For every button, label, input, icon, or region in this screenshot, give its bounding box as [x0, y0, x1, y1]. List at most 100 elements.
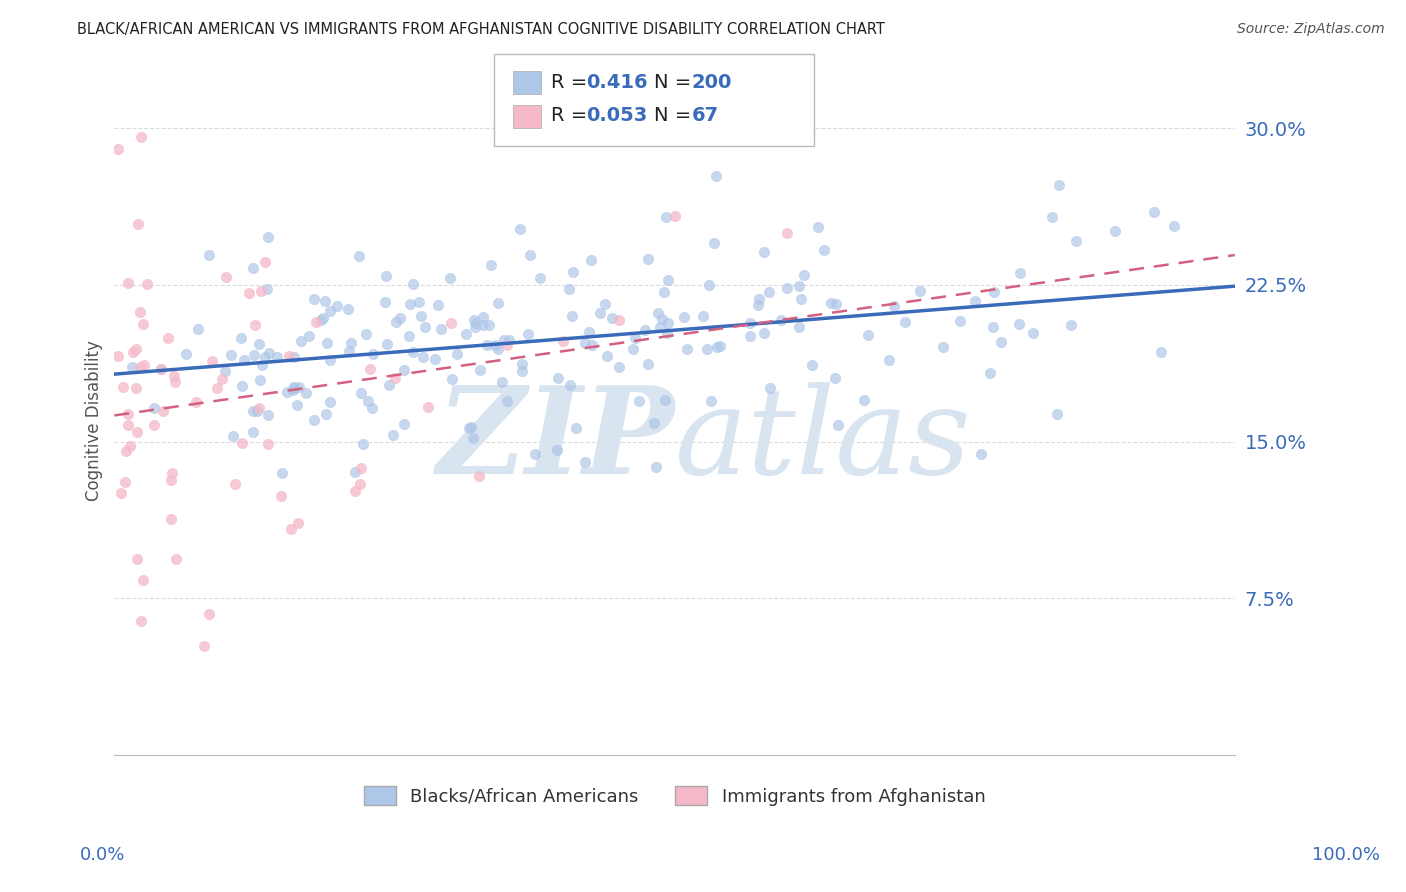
- Point: [288, 379, 311, 393]
- Point: [477, 318, 499, 332]
- Point: [647, 306, 669, 320]
- Point: [382, 427, 405, 442]
- Point: [607, 359, 630, 374]
- Point: [339, 344, 361, 359]
- Point: [441, 371, 464, 385]
- Point: [1010, 266, 1032, 280]
- Point: [790, 292, 813, 306]
- Point: [581, 253, 603, 268]
- Point: [375, 269, 398, 284]
- Point: [588, 306, 610, 320]
- Point: [472, 310, 495, 325]
- Point: [283, 381, 305, 395]
- Point: [562, 265, 585, 279]
- Point: [129, 614, 152, 628]
- Point: [413, 320, 436, 334]
- Point: [648, 320, 671, 334]
- Point: [205, 381, 228, 395]
- Point: [285, 398, 308, 412]
- Point: [110, 486, 132, 500]
- Point: [1150, 344, 1173, 359]
- Point: [374, 295, 396, 310]
- Point: [304, 413, 326, 427]
- Point: [253, 350, 276, 364]
- Point: [290, 334, 312, 348]
- Point: [1059, 318, 1081, 332]
- Point: [776, 280, 799, 294]
- Point: [377, 378, 399, 392]
- Point: [174, 347, 197, 361]
- Point: [697, 278, 720, 293]
- Point: [565, 421, 588, 435]
- Point: [316, 336, 339, 351]
- Point: [561, 309, 583, 323]
- Point: [595, 297, 617, 311]
- Point: [1022, 326, 1045, 340]
- Point: [596, 349, 619, 363]
- Text: ZIP: ZIP: [436, 382, 675, 500]
- Point: [523, 447, 546, 461]
- Point: [287, 516, 309, 530]
- Point: [454, 327, 477, 342]
- Point: [637, 252, 659, 266]
- Text: BLACK/AFRICAN AMERICAN VS IMMIGRANTS FROM AFGHANISTAN COGNITIVE DISABILITY CORRE: BLACK/AFRICAN AMERICAN VS IMMIGRANTS FRO…: [77, 22, 886, 37]
- Point: [398, 297, 420, 311]
- Point: [129, 129, 152, 144]
- Point: [529, 270, 551, 285]
- Point: [120, 439, 142, 453]
- Point: [132, 574, 155, 588]
- Point: [152, 404, 174, 418]
- Point: [574, 455, 596, 469]
- Point: [519, 248, 541, 262]
- Point: [460, 420, 482, 434]
- Text: 0.0%: 0.0%: [80, 846, 125, 863]
- Point: [354, 326, 377, 341]
- Point: [249, 373, 271, 387]
- Point: [657, 273, 679, 287]
- Point: [1163, 219, 1185, 234]
- Point: [676, 342, 699, 356]
- Point: [827, 417, 849, 432]
- Point: [344, 465, 367, 479]
- Point: [1008, 317, 1031, 331]
- Point: [340, 336, 363, 351]
- Point: [389, 310, 412, 325]
- Text: 100.0%: 100.0%: [1312, 846, 1379, 863]
- Point: [807, 219, 830, 234]
- Point: [128, 305, 150, 319]
- Point: [408, 295, 430, 310]
- Point: [488, 343, 510, 357]
- Point: [970, 447, 993, 461]
- Point: [1045, 407, 1067, 421]
- Point: [657, 326, 679, 341]
- Point: [343, 484, 366, 499]
- Point: [136, 277, 159, 291]
- Point: [394, 417, 416, 432]
- Point: [769, 312, 792, 326]
- Point: [740, 316, 762, 330]
- Point: [314, 293, 336, 308]
- Point: [1143, 205, 1166, 219]
- Point: [319, 352, 342, 367]
- Point: [117, 417, 139, 432]
- Point: [557, 282, 579, 296]
- Point: [787, 279, 810, 293]
- Point: [429, 322, 451, 336]
- Point: [509, 222, 531, 236]
- Point: [801, 359, 824, 373]
- Point: [280, 522, 302, 536]
- Point: [375, 337, 398, 351]
- Point: [439, 316, 461, 330]
- Point: [163, 375, 186, 389]
- Point: [132, 358, 155, 372]
- Point: [247, 401, 270, 415]
- Point: [558, 378, 581, 392]
- Point: [657, 317, 679, 331]
- Point: [384, 315, 406, 329]
- Point: [247, 337, 270, 351]
- Point: [820, 296, 842, 310]
- Point: [463, 431, 485, 445]
- Point: [277, 350, 299, 364]
- Point: [246, 403, 269, 417]
- Point: [193, 640, 215, 654]
